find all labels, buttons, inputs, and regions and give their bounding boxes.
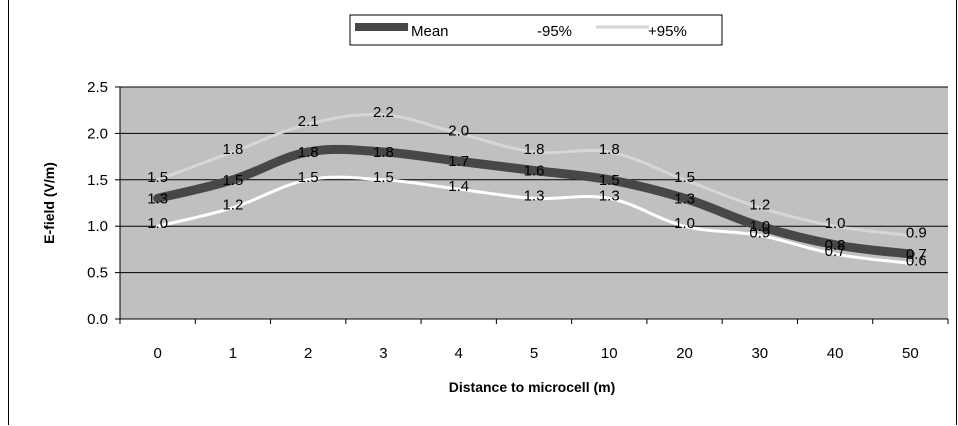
data-label-0-5: 1.6 (524, 163, 545, 180)
data-label-0-3: 1.8 (373, 144, 394, 161)
data-label-2-8: 1.2 (749, 197, 770, 214)
data-label-2-6: 1.8 (599, 141, 620, 158)
data-label-1-0: 1.0 (147, 215, 168, 232)
data-label-1-7: 1.0 (674, 215, 695, 232)
data-label-2-9: 1.0 (825, 215, 846, 232)
data-label-2-2: 2.1 (298, 113, 319, 130)
data-label-1-1: 1.2 (222, 197, 243, 214)
data-label-0-2: 1.8 (298, 144, 319, 161)
y-tick-label-3: 1.5 (87, 172, 108, 189)
data-label-1-9: 0.7 (825, 243, 846, 260)
data-label-0-0: 1.3 (147, 190, 168, 207)
x-tick-label-2: 2 (304, 345, 312, 362)
data-label-0-8: 1.0 (749, 218, 770, 235)
data-label-2-5: 1.8 (524, 141, 545, 158)
data-label-2-0: 1.5 (147, 169, 168, 186)
x-tick-label-7: 20 (676, 345, 693, 362)
series-line-2 (156, 112, 912, 237)
data-label-2-1: 1.8 (222, 141, 243, 158)
data-label-1-6: 1.3 (599, 187, 620, 204)
legend-label-0: Mean (411, 23, 449, 40)
data-label-0-10: 0.7 (906, 246, 927, 263)
x-tick-label-8: 30 (751, 345, 768, 362)
data-label-1-4: 1.4 (448, 178, 469, 195)
data-label-1-8: 0.9 (749, 224, 770, 241)
x-tick-label-6: 10 (601, 345, 618, 362)
data-label-2-7: 1.5 (674, 169, 695, 186)
legend-box (349, 14, 723, 46)
x-tick-label-3: 3 (379, 345, 387, 362)
x-tick-label-9: 40 (827, 345, 844, 362)
data-label-2-3: 2.2 (373, 104, 394, 121)
x-tick-label-0: 0 (153, 345, 161, 362)
data-label-1-5: 1.3 (524, 187, 545, 204)
data-label-0-7: 1.3 (674, 190, 695, 207)
data-label-1-2: 1.5 (298, 169, 319, 186)
x-tick-label-1: 1 (229, 345, 237, 362)
legend-label-2: +95% (648, 23, 687, 40)
chart-frame (8, 0, 957, 425)
data-label-1-3: 1.5 (373, 169, 394, 186)
y-tick-label-2: 1.0 (87, 218, 108, 235)
y-tick-label-0: 0.0 (87, 311, 108, 328)
y-tick-label-4: 2.0 (87, 125, 108, 142)
y-tick-label-5: 2.5 (87, 79, 108, 96)
data-label-0-4: 1.7 (448, 153, 469, 170)
series-line-1 (156, 175, 912, 265)
x-tick-label-5: 5 (530, 345, 538, 362)
data-label-0-9: 0.8 (825, 237, 846, 254)
x-axis-title: Distance to microcell (m) (449, 379, 616, 395)
data-label-0-6: 1.5 (599, 172, 620, 189)
data-label-1-10: 0.6 (906, 252, 927, 269)
series-line-0 (153, 144, 915, 259)
y-tick-label-1: 0.5 (87, 265, 108, 282)
x-tick-label-4: 4 (455, 345, 463, 362)
data-label-0-1: 1.5 (222, 172, 243, 189)
plot-area (120, 87, 948, 319)
legend-label-1: -95% (537, 23, 572, 40)
y-axis-title: E-field (V/m) (41, 162, 57, 244)
x-tick-label-10: 50 (902, 345, 919, 362)
data-label-2-10: 0.9 (906, 224, 927, 241)
data-label-2-4: 2.0 (448, 122, 469, 139)
